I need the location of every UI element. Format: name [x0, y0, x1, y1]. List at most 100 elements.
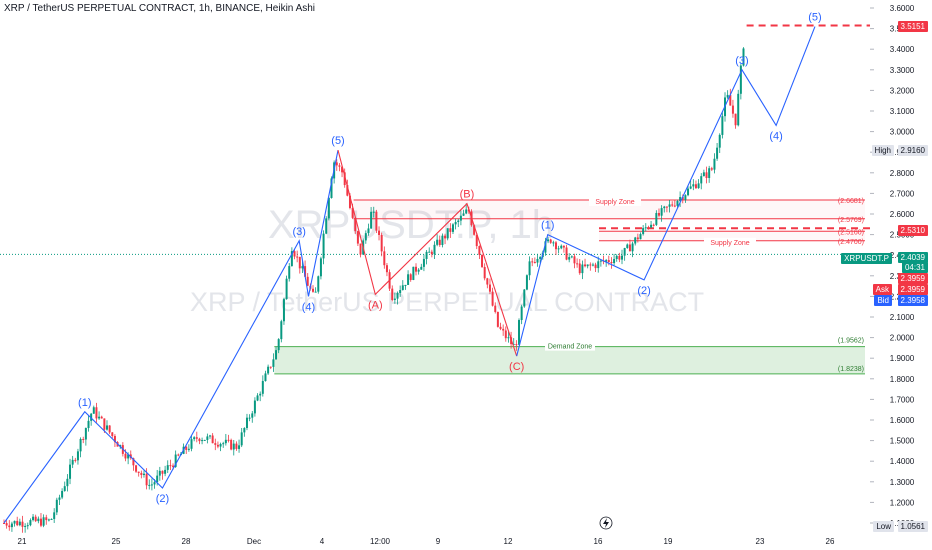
- candle-body: [61, 490, 64, 498]
- candle-body: [539, 257, 542, 259]
- candle-body: [557, 248, 560, 250]
- candle-body: [438, 239, 441, 245]
- candle-body: [21, 521, 24, 527]
- candle-body: [562, 245, 565, 248]
- demand-zone-top-value: (1.9562): [838, 338, 864, 345]
- candle-body: [267, 366, 270, 374]
- candle-body: [53, 512, 56, 519]
- candle-body: [327, 197, 330, 219]
- candle-body: [515, 344, 518, 346]
- candle-body: [222, 443, 225, 445]
- level-price-badge: 2.5310: [897, 225, 928, 236]
- candle-body: [520, 306, 523, 321]
- candle-body: [158, 470, 161, 476]
- candle-body: [269, 366, 272, 368]
- candle-body: [359, 243, 362, 255]
- candle-body: [684, 195, 687, 200]
- candle-body: [201, 440, 204, 442]
- y-tick-label: 2.7000: [890, 189, 915, 198]
- candle-body: [607, 260, 610, 262]
- candle-body: [597, 261, 600, 269]
- candle-body: [211, 435, 214, 444]
- candle-body: [628, 244, 631, 252]
- candle-body: [3, 523, 5, 524]
- candle-body: [642, 228, 645, 235]
- candle-body: [111, 432, 114, 436]
- candle-body: [13, 520, 16, 524]
- candle-body: [50, 518, 53, 520]
- candle-body: [599, 260, 602, 262]
- candle-body: [702, 172, 705, 177]
- candle-body: [436, 239, 439, 245]
- candle-body: [47, 519, 50, 521]
- y-tick-label: 3.3000: [890, 66, 915, 75]
- candle-body: [483, 266, 486, 279]
- candle-body: [206, 436, 209, 440]
- candle-body: [156, 475, 159, 483]
- lightning-icon-bolt: [603, 518, 609, 528]
- candle-body: [689, 186, 692, 189]
- candle-body: [671, 204, 674, 206]
- y-tick-label: 2.0000: [890, 334, 915, 343]
- candle-body: [259, 393, 262, 396]
- candle-body: [420, 266, 423, 270]
- candle-body: [568, 257, 571, 260]
- candle-body: [87, 420, 90, 429]
- impulse-wave-line: [3, 150, 339, 524]
- candle-body: [486, 278, 489, 285]
- candle-body: [304, 266, 307, 277]
- candle-body: [82, 438, 85, 440]
- low-label: Low: [873, 521, 894, 532]
- axis-layer: 3.60003.50003.40003.30003.20003.10003.00…: [18, 4, 915, 546]
- candle-body: [39, 518, 42, 526]
- candle-body: [729, 94, 732, 106]
- x-tick-label: 12:00: [370, 537, 391, 546]
- candle-body: [668, 204, 671, 207]
- candle-body: [475, 234, 478, 247]
- candle-body: [42, 517, 45, 526]
- candle-body: [462, 213, 465, 216]
- candle-body: [578, 263, 581, 274]
- candle-body: [491, 291, 494, 306]
- candle-body: [549, 239, 552, 243]
- candle-body: [657, 212, 660, 216]
- candle-body: [150, 484, 153, 486]
- watermark-name: XRP / TetherUS PERPETUAL CONTRACT: [190, 287, 704, 317]
- x-tick-label: 26: [826, 537, 835, 546]
- candle-body: [216, 444, 219, 447]
- candle-body: [135, 465, 138, 472]
- candle-body: [716, 147, 719, 159]
- candle-body: [581, 264, 584, 274]
- candle-body: [478, 246, 481, 255]
- candle-body: [195, 437, 198, 439]
- correction-wave-label: (B): [460, 189, 475, 201]
- candle-body: [404, 284, 407, 286]
- candle-body: [245, 417, 248, 429]
- candle-body: [69, 464, 72, 479]
- candle-body: [507, 337, 510, 339]
- watermark-ticker: XRPUSDT.P, 1h: [268, 203, 554, 247]
- candle-body: [298, 256, 301, 269]
- candle-body: [132, 458, 135, 466]
- supply-zone-label: Supply Zone: [595, 199, 634, 206]
- candle-body: [660, 208, 663, 216]
- candle-body: [655, 212, 658, 225]
- candle-body: [34, 516, 37, 522]
- candle-body: [106, 425, 109, 430]
- last-price-badge: 2.4039: [897, 252, 928, 263]
- candle-body: [280, 321, 283, 340]
- candle-body: [710, 168, 713, 170]
- supply-zone-area: [599, 231, 865, 241]
- candle-body: [518, 320, 521, 345]
- candle-body: [26, 525, 29, 527]
- candle-body: [172, 465, 175, 467]
- candle-body: [422, 258, 425, 267]
- candle-body: [251, 413, 254, 418]
- grid-layer: XRPUSDT.P, 1h XRP / TetherUS PERPETUAL CO…: [190, 203, 704, 317]
- candle-body: [425, 251, 428, 259]
- zone-layer: Supply Zone (2.6681) (2.5769) Supply Zone (2…: [0, 24, 870, 375]
- candle-body: [428, 251, 431, 253]
- candle-body: [92, 407, 95, 414]
- candle-body: [322, 233, 325, 259]
